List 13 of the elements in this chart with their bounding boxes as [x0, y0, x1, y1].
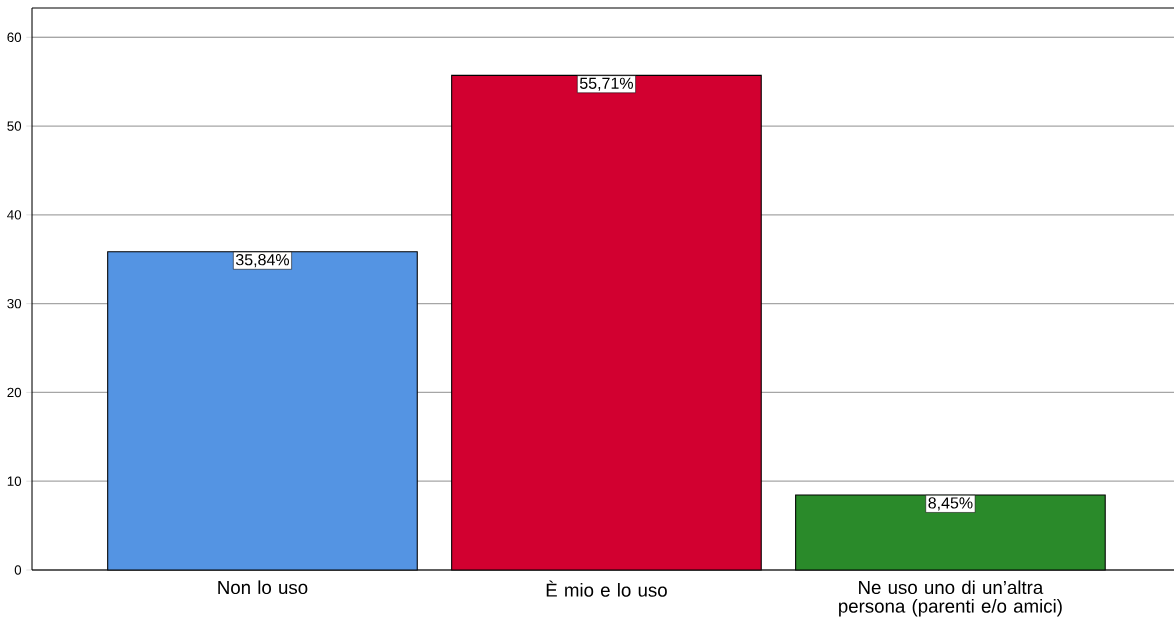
y-tick-label: 10	[7, 476, 22, 486]
data-label: 55,71%	[579, 77, 633, 91]
y-tick-label: 60	[7, 32, 22, 42]
x-tick-label: È mio e lo uso	[546, 580, 667, 597]
y-tick-label: 30	[7, 298, 22, 309]
y-tick-label: 40	[7, 210, 22, 220]
y-tick-label: 0	[14, 565, 22, 575]
x-tick-label: Ne uso uno di un’altra persona (parenti e/o amici)	[839, 580, 1062, 617]
data-label: 8,45%	[928, 497, 973, 511]
y-tick-label: 20	[7, 387, 22, 398]
y-tick-label: 50	[7, 121, 22, 131]
x-tick-label: Non lo uso	[218, 580, 308, 595]
data-label: 35,84%	[235, 254, 290, 268]
